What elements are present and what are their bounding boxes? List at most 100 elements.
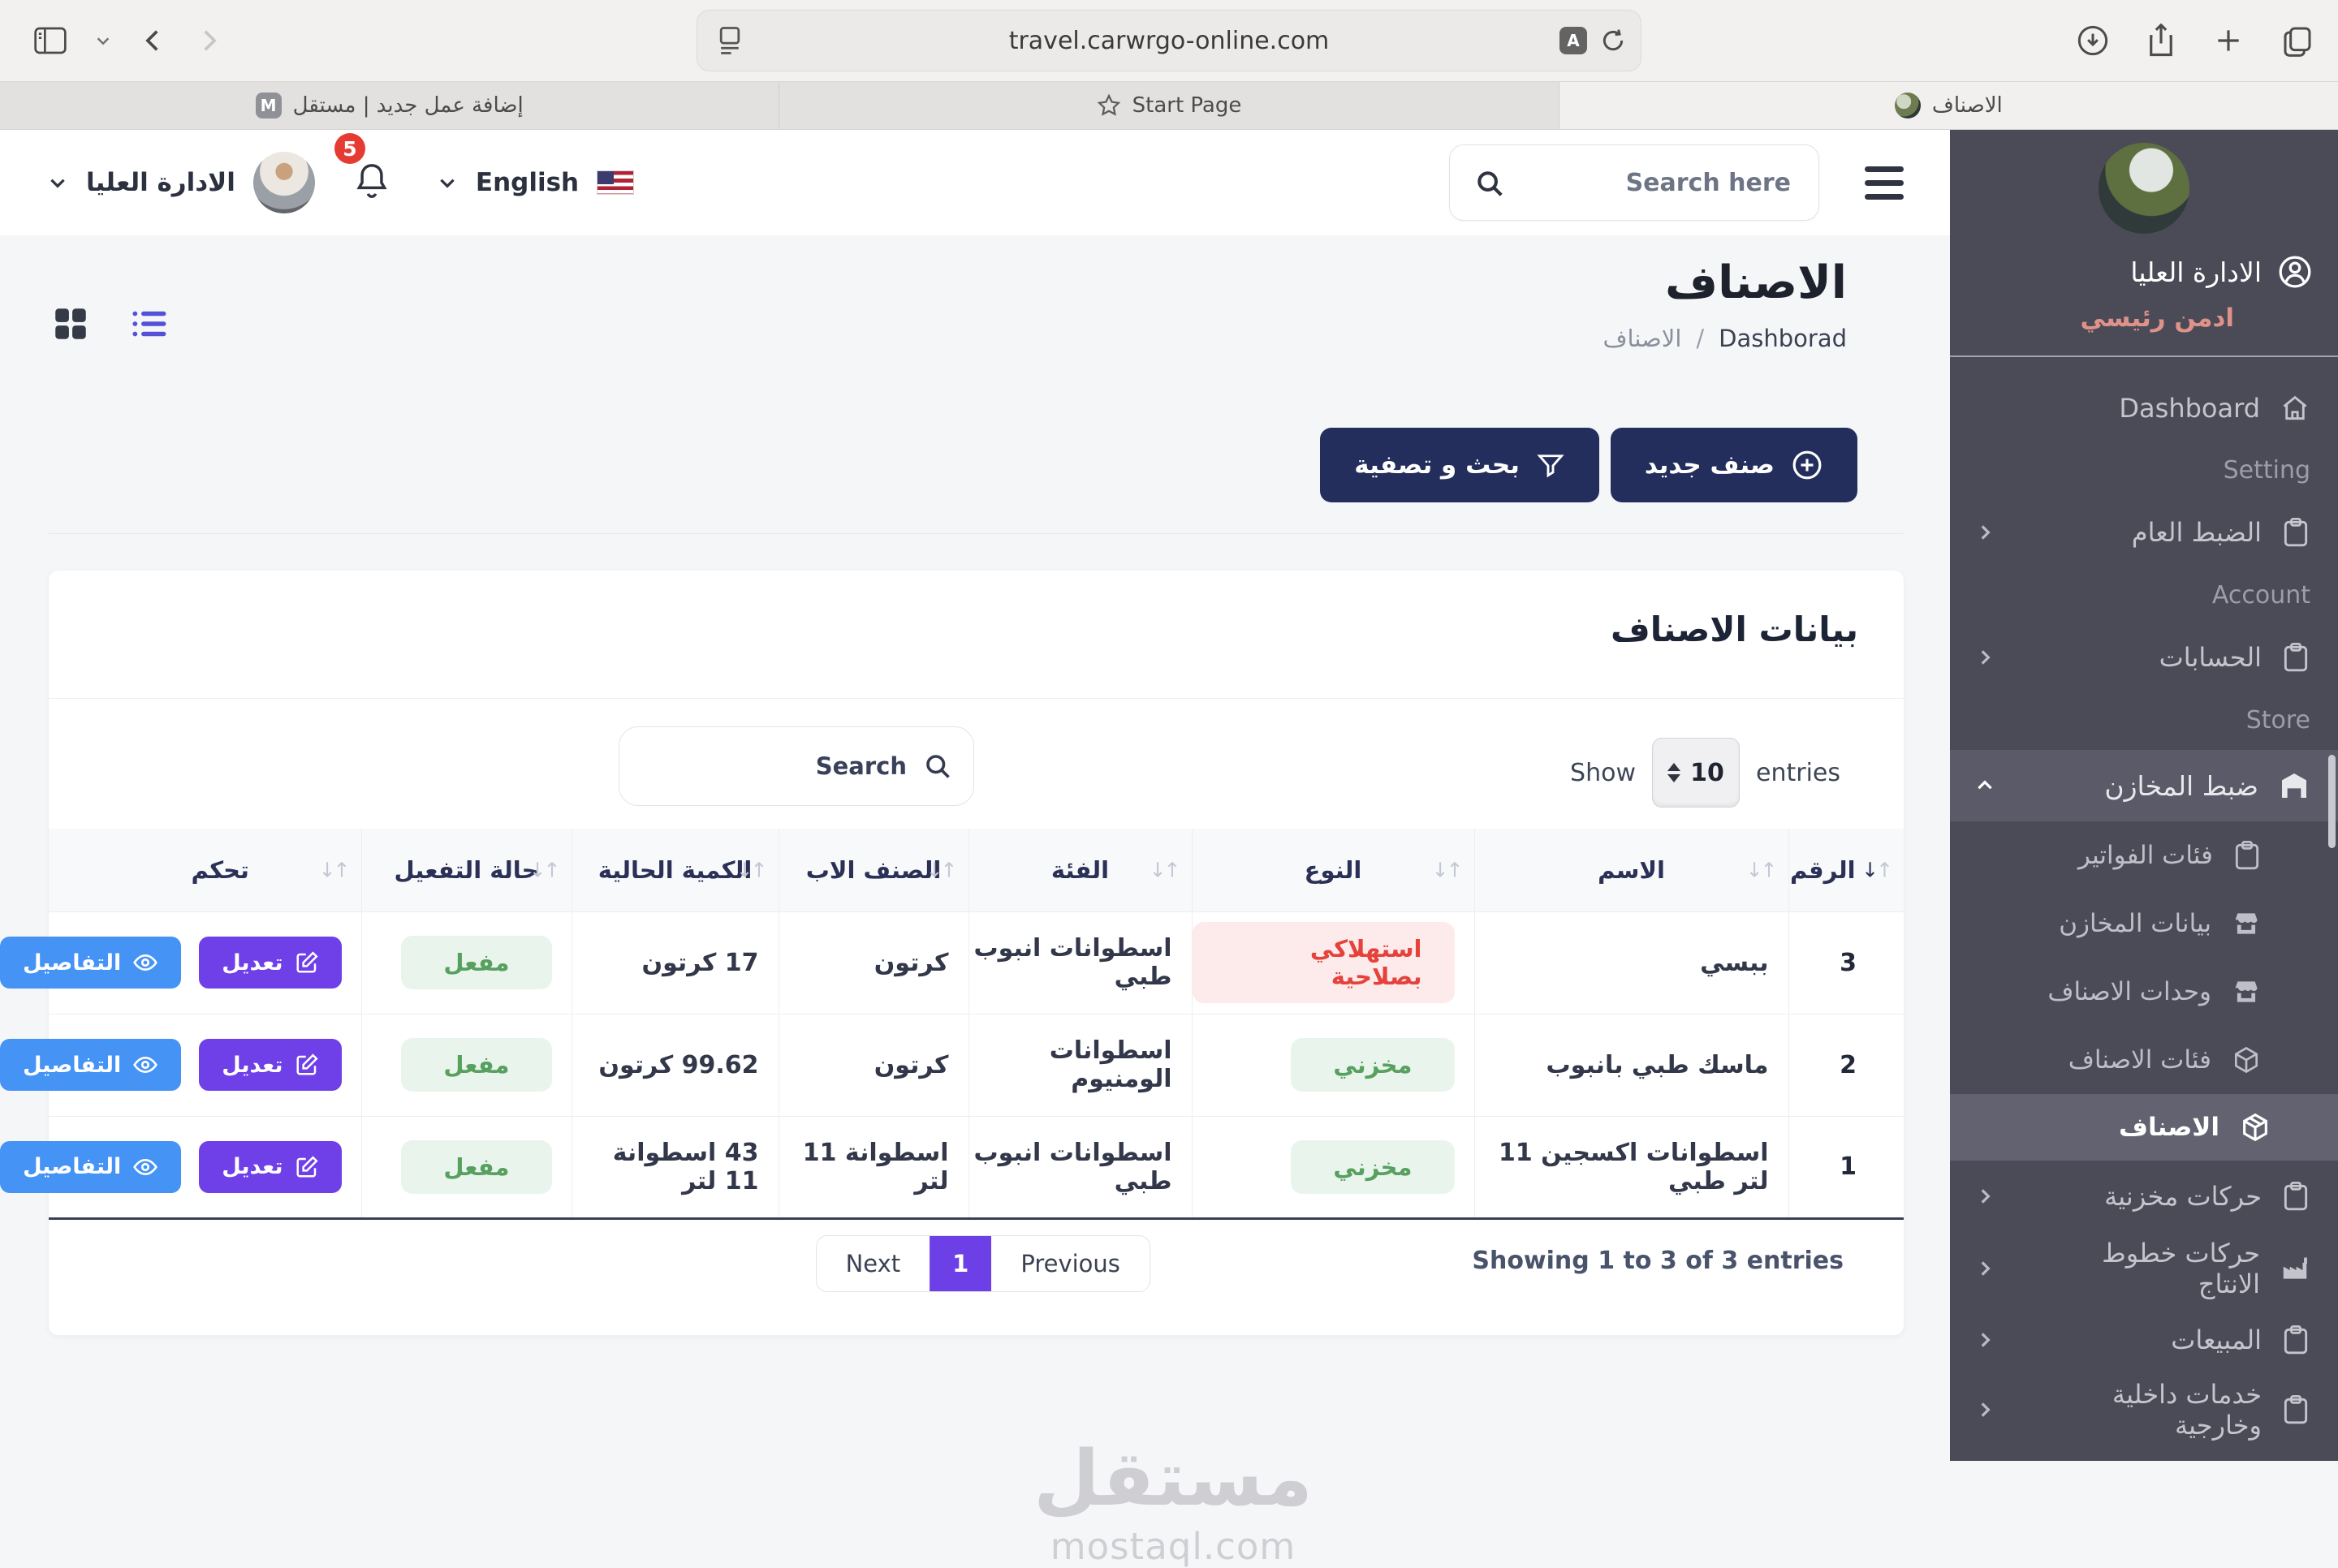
user-avatar[interactable] [252, 152, 315, 213]
sidebar-user-name: الادارة العليا [2130, 256, 2262, 288]
sidebar-item-warehouse-data[interactable]: بيانات المخازن [1950, 890, 2338, 958]
sort-icon: ↑ ↓ [528, 858, 561, 882]
sidebar-item-items[interactable]: الاصناف [1950, 1094, 2338, 1161]
chevron-down-icon[interactable] [47, 172, 68, 193]
header-parent[interactable]: الصنف الاب ↑ ↓ [778, 829, 968, 911]
header-quantity[interactable]: الكمية الحالية ↑ ↓ [571, 829, 779, 911]
org-dropdown[interactable]: الادارة العليا [86, 168, 235, 197]
status-badge: مفعل [401, 1038, 552, 1092]
menu-toggle-icon[interactable] [1865, 166, 1904, 200]
tab-categories[interactable]: الاصناف [1559, 82, 2338, 129]
cell-status: مفعل [360, 1115, 572, 1220]
sidebar-item-invoice-categories[interactable]: فئات الفواتير [1950, 821, 2338, 890]
details-button[interactable]: التفاصيل [0, 1140, 182, 1193]
sidebar-item-item-categories[interactable]: فئات الاصناف [1950, 1026, 2338, 1094]
header-status[interactable]: حالة التفعيل ↑ ↓ [360, 829, 572, 911]
edit-button[interactable]: تعديل [199, 1140, 342, 1193]
tab-start-page[interactable]: Start Page [779, 82, 1559, 129]
header-name[interactable]: الاسم ↑ ↓ [1473, 829, 1788, 911]
new-tab-icon[interactable] [2213, 25, 2244, 56]
clipboard-icon [2281, 642, 2310, 673]
edit-button[interactable]: تعديل [199, 1039, 342, 1091]
cell-quantity: 99.62 كرتون [571, 1013, 779, 1116]
cell-category: اسطوانات انبوب طبي [968, 1115, 1192, 1220]
table-search[interactable] [619, 726, 974, 806]
breadcrumb-root[interactable]: Dashborad [1719, 324, 1847, 352]
details-button[interactable]: التفاصيل [0, 937, 182, 989]
edit-button[interactable]: تعديل [199, 937, 342, 989]
eye-icon [132, 1052, 158, 1078]
header-number[interactable]: الرقم ↑ ↓ [1788, 829, 1904, 911]
sidebar-item-dashboard[interactable]: Dashboard [1950, 377, 2338, 440]
reload-icon[interactable] [1600, 28, 1626, 54]
us-flag-icon [597, 170, 635, 195]
pagination-next[interactable]: Next [816, 1236, 930, 1291]
cell-name: ماسك طبي بانبوب [1473, 1013, 1788, 1116]
grid-view-icon[interactable] [50, 304, 91, 344]
sidebar-toggle-icon[interactable] [34, 27, 67, 54]
page-size-select[interactable]: 10 [1652, 738, 1740, 808]
back-button[interactable] [140, 27, 167, 54]
sidebar-section-store: Store [2245, 705, 2310, 734]
tab-title: إضافة عمل جديد | مستقل [292, 93, 524, 118]
sidebar-user: الادارة العليا [1950, 234, 2338, 291]
url-text[interactable]: travel.carwrgo-online.com [1008, 26, 1330, 55]
sidebar-item-item-units[interactable]: وحدات الاصناف [1950, 958, 2338, 1026]
tab-mostaql[interactable]: M إضافة عمل جديد | مستقل [0, 82, 780, 129]
header-type[interactable]: النوع ↑ ↓ [1191, 829, 1474, 911]
search-input[interactable] [1450, 145, 1818, 220]
reader-icon[interactable] [717, 27, 743, 54]
cell-status: مفعل [360, 1013, 572, 1116]
sidebar-item-stock-movements[interactable]: حركات مخزنية [1950, 1161, 2338, 1232]
notifications-button[interactable]: 5 [334, 133, 390, 203]
sort-icon: ↑ ↓ [735, 858, 768, 882]
downloads-icon[interactable] [2077, 24, 2109, 57]
sidebar-item-warehouse-settings[interactable]: ضبط المخازن [1950, 750, 2338, 821]
chevron-down-icon[interactable] [437, 172, 458, 193]
sidebar-avatar[interactable] [2099, 143, 2189, 234]
warehouse-icon [2278, 769, 2310, 802]
pagination-previous[interactable]: Previous [991, 1236, 1150, 1291]
details-button[interactable]: التفاصيل [0, 1039, 182, 1091]
new-item-button[interactable]: صنف جديد [1610, 428, 1857, 502]
filter-icon [1536, 450, 1565, 480]
header-category[interactable]: الفئة ↑ ↓ [968, 829, 1192, 911]
cell-parent: كرتون [778, 911, 968, 1014]
cell-number: 3 [1788, 911, 1904, 1014]
sidebar-scrollbar[interactable] [2328, 755, 2336, 848]
status-badge: مفعل [401, 1139, 552, 1194]
header-control[interactable]: تحكم ↑ ↓ [49, 829, 361, 911]
tab-favicon [1894, 93, 1921, 118]
filter-search-button[interactable]: بحث و تصفية [1320, 428, 1599, 502]
main-content: الادارة العليا 5 English الاصناف الاصناف… [0, 130, 1950, 1568]
list-view-icon[interactable] [128, 304, 169, 344]
divider [49, 533, 1904, 534]
sidebar-item-sales[interactable]: المبيعات [1950, 1305, 2338, 1375]
clipboard-icon [2281, 1181, 2310, 1212]
sidebar-section-account: Account [2211, 580, 2310, 610]
pagination-page-1[interactable]: 1 [930, 1236, 992, 1291]
chevron-down-icon[interactable] [94, 32, 112, 50]
sidebar-item-accounts[interactable]: الحسابات [1950, 625, 2338, 690]
share-icon[interactable] [2146, 24, 2176, 58]
cell-parent: اسطوانة 11 لتر [778, 1115, 968, 1220]
tab-overview-icon[interactable] [2281, 24, 2314, 57]
breadcrumb-current[interactable]: الاصناف [1603, 324, 1682, 352]
table-row: 1 اسطوانات اكسجين 11 لتر طبي مخزني اسطوا… [0, 1115, 1904, 1220]
sidebar-item-general-settings[interactable]: الضبط العام [1950, 500, 2338, 565]
address-bar[interactable]: travel.carwrgo-online.com A [697, 10, 1641, 71]
eye-icon [132, 950, 158, 976]
sort-icon: ↑ ↓ [1149, 858, 1181, 882]
star-icon [1097, 93, 1121, 118]
cell-type: استهلاكي بصلاحية [1191, 911, 1474, 1014]
chevron-left-icon [1974, 1329, 1995, 1350]
sidebar-item-internal-external-services[interactable]: خدمات داخلية وخارجية [1950, 1375, 2338, 1445]
header-search[interactable] [1449, 144, 1819, 221]
edit-icon [295, 950, 319, 975]
sidebar-item-production-lines[interactable]: حركات خطوط الانتاج [1950, 1232, 2338, 1305]
translate-icon[interactable]: A [1559, 27, 1587, 54]
stepper-arrows-icon [1667, 763, 1681, 782]
language-dropdown[interactable]: English [475, 168, 580, 197]
cell-number: 2 [1788, 1013, 1904, 1116]
table-search-input[interactable] [619, 727, 973, 805]
